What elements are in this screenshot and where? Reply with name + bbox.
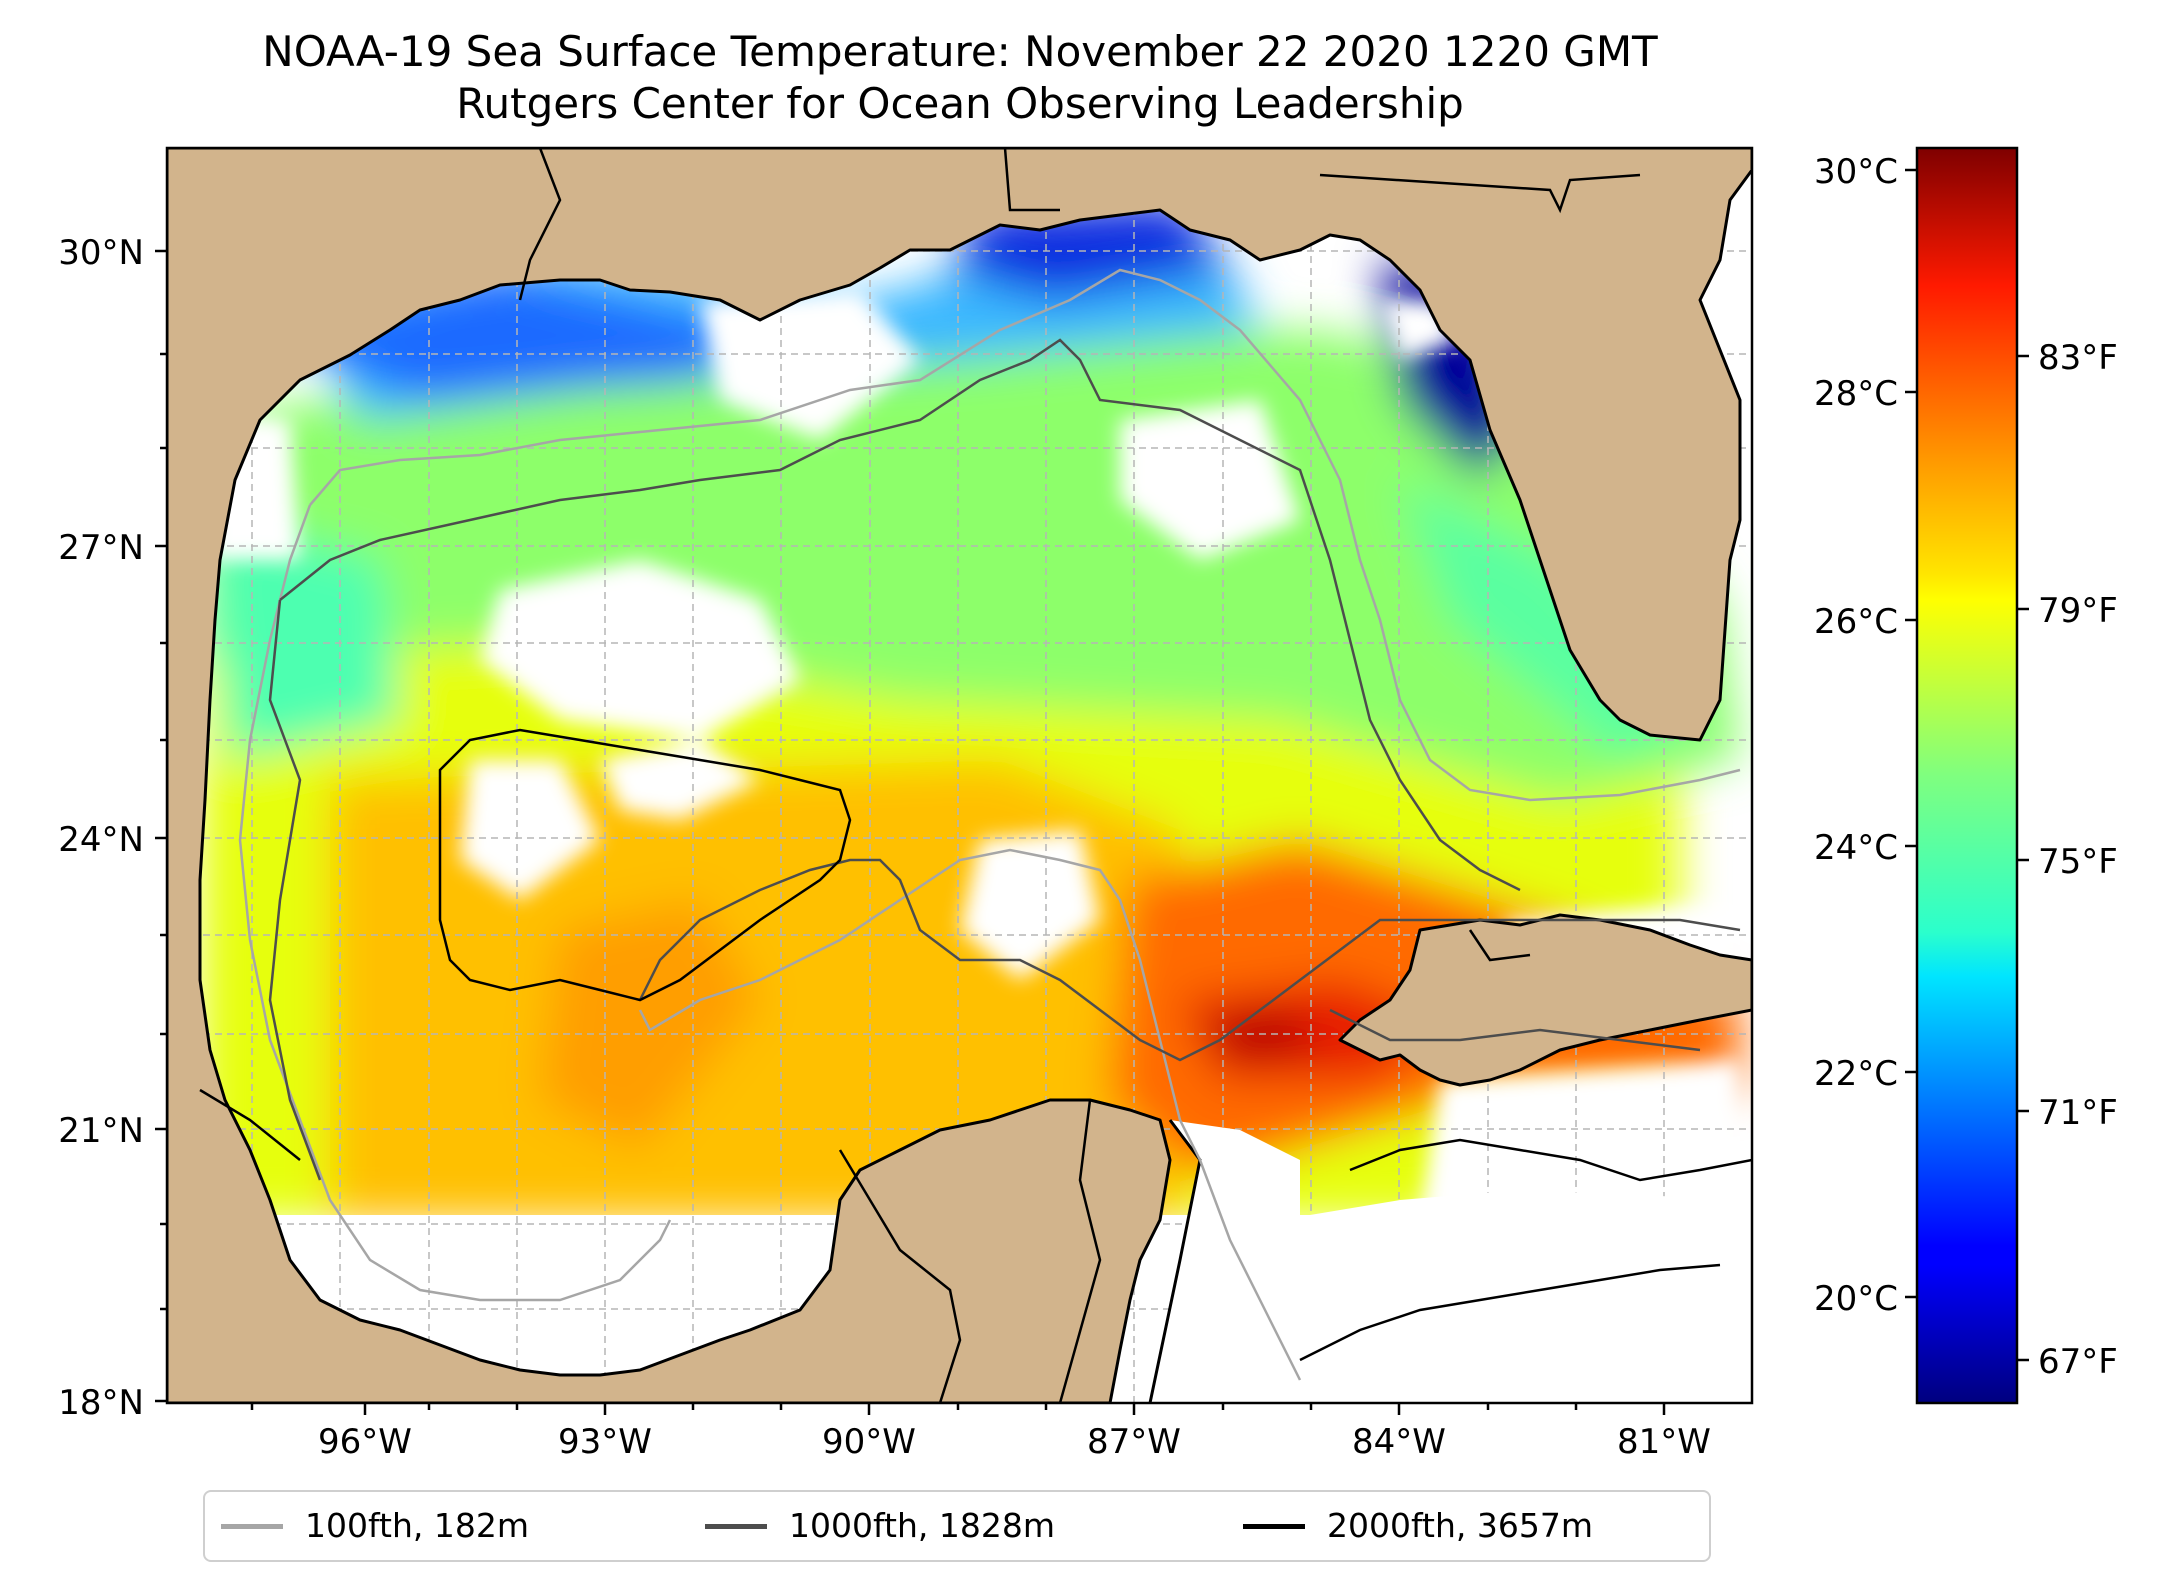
colorbar-tick-24c: 24°C bbox=[1813, 828, 1898, 868]
colorbar bbox=[1915, 146, 2019, 1405]
bathymetry-contours bbox=[238, 268, 1752, 1381]
political-borders bbox=[199, 148, 1641, 1403]
legend-line-1000fth bbox=[705, 1523, 767, 1529]
lon-tick-87w: 87°W bbox=[1087, 1422, 1181, 1462]
legend-label-1000fth: 1000fth, 1828m bbox=[789, 1506, 1055, 1545]
cuba bbox=[1338, 913, 1752, 1087]
land bbox=[167, 148, 1752, 1403]
chart-subtitle: Rutgers Center for Ocean Observing Leade… bbox=[456, 79, 1464, 128]
colorbar-tick-26c: 26°C bbox=[1813, 602, 1898, 642]
lon-tick-84w: 84°W bbox=[1352, 1422, 1446, 1462]
colorbar-tick-71f: 71°F bbox=[2038, 1093, 2118, 1133]
legend-item-1000fth: 1000fth, 1828m bbox=[705, 1492, 1055, 1560]
colorbar-ticks bbox=[1905, 168, 2029, 1362]
colorbar-tick-20c: 20°C bbox=[1813, 1279, 1898, 1319]
colorbar-tick-67f: 67°F bbox=[2038, 1342, 2118, 1382]
colorbar-tick-28c: 28°C bbox=[1813, 374, 1898, 414]
legend-line-2000fth bbox=[1243, 1523, 1305, 1529]
contour-100fth bbox=[238, 268, 1741, 1381]
lat-tick-30n: 30°N bbox=[58, 233, 144, 273]
legend-label-100fth: 100fth, 182m bbox=[305, 1506, 529, 1545]
lat-tick-24n: 24°N bbox=[58, 820, 144, 860]
legend-item-2000fth: 2000fth, 3657m bbox=[1243, 1492, 1593, 1560]
map-area bbox=[167, 148, 1752, 1403]
lon-tick-90w: 90°W bbox=[822, 1422, 916, 1462]
map-frame bbox=[165, 146, 1754, 1405]
lat-tick-18n: 18°N bbox=[58, 1383, 144, 1423]
us-gulf-coast bbox=[167, 148, 1752, 1403]
bathymetry-legend: 100fth, 182m 1000fth, 1828m 2000fth, 365… bbox=[203, 1490, 1711, 1562]
map-tick-marks bbox=[155, 249, 1666, 1415]
colorbar-tick-83f: 83°F bbox=[2038, 338, 2118, 378]
lat-tick-21n: 21°N bbox=[58, 1111, 144, 1151]
lon-tick-96w: 96°W bbox=[318, 1422, 412, 1462]
legend-label-2000fth: 2000fth, 3657m bbox=[1327, 1506, 1593, 1545]
colorbar-tick-79f: 79°F bbox=[2038, 591, 2118, 631]
colorbar-tick-22c: 22°C bbox=[1813, 1054, 1898, 1094]
contour-2000fth bbox=[438, 728, 1752, 1362]
colorbar-tick-30c: 30°C bbox=[1813, 152, 1898, 192]
chart-title: NOAA-19 Sea Surface Temperature: Novembe… bbox=[262, 27, 1658, 76]
lon-tick-93w: 93°W bbox=[558, 1422, 652, 1462]
legend-item-100fth: 100fth, 182m bbox=[221, 1492, 529, 1560]
lon-tick-81w: 81°W bbox=[1617, 1422, 1711, 1462]
colorbar-tick-75f: 75°F bbox=[2038, 842, 2118, 882]
legend-line-100fth bbox=[221, 1523, 283, 1529]
lat-tick-27n: 27°N bbox=[58, 528, 144, 568]
contour-1000fth bbox=[268, 338, 1741, 1181]
